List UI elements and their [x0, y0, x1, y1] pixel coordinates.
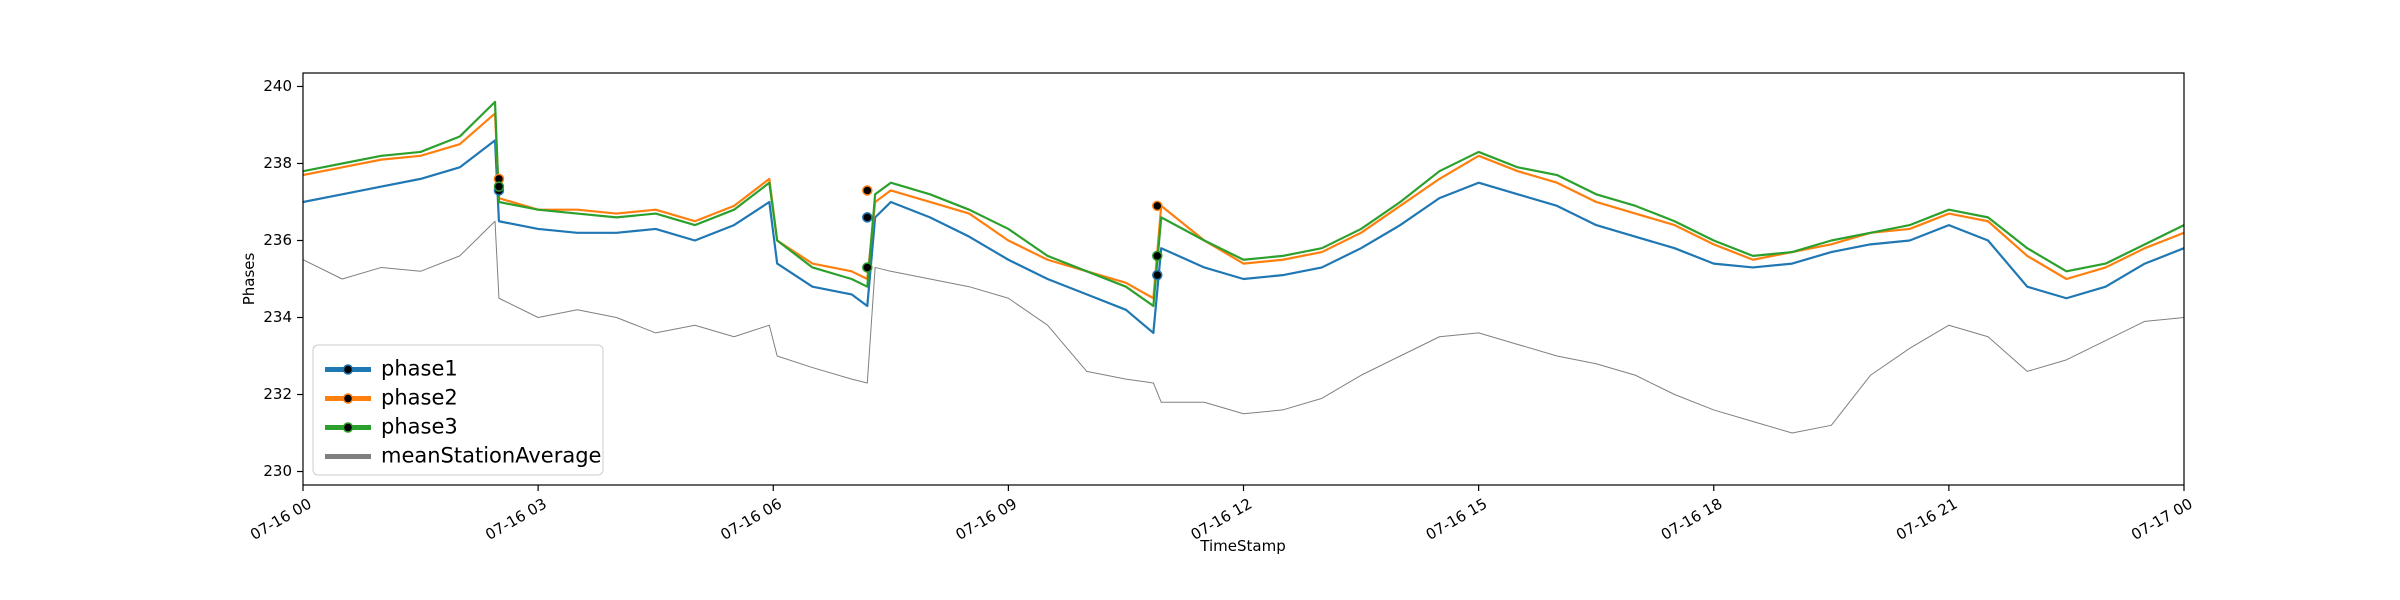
series-line — [303, 139, 2184, 335]
x-tick-label: 07-16 06 — [717, 495, 784, 544]
anomaly-marker — [862, 212, 873, 223]
x-tick-label: 07-16 15 — [1423, 495, 1490, 544]
x-axis-label: TimeStamp — [1199, 537, 1285, 555]
y-tick-label: 230 — [263, 462, 292, 480]
x-tick-label: 07-16 03 — [482, 495, 549, 544]
x-tick-label: 07-16 00 — [247, 495, 314, 544]
legend-marker — [342, 393, 354, 404]
anomaly-marker — [1152, 250, 1163, 262]
legend-label: phase1 — [381, 357, 458, 381]
anomaly-marker — [1152, 200, 1163, 212]
y-tick-label: 234 — [263, 308, 292, 326]
series-line — [303, 100, 2184, 308]
y-tick-label: 232 — [263, 385, 292, 403]
legend-label: meanStationAverage — [381, 444, 601, 468]
series-line — [303, 112, 2184, 300]
anomaly-marker — [1152, 269, 1163, 281]
y-tick-label: 238 — [263, 154, 292, 172]
y-tick-label: 240 — [263, 77, 292, 95]
anomaly-marker — [862, 185, 873, 196]
x-tick-label: 07-17 00 — [2128, 495, 2195, 544]
anomaly-marker — [862, 262, 873, 273]
legend-marker — [342, 422, 354, 433]
plot — [303, 100, 2184, 434]
legend-marker — [342, 364, 354, 375]
x-tick-label: 07-16 18 — [1658, 495, 1725, 544]
legend-box — [312, 344, 604, 476]
y-axis-label: Phases — [240, 253, 258, 306]
plot-frame — [302, 72, 2185, 486]
y-tick-label: 236 — [263, 231, 292, 249]
legend-label: phase2 — [381, 386, 458, 410]
x-tick-label: 07-16 21 — [1893, 495, 1960, 544]
anomaly-marker — [493, 181, 505, 192]
x-tick-label: 07-16 09 — [953, 495, 1020, 544]
legend-label: phase3 — [381, 415, 458, 439]
series-line — [303, 220, 2184, 434]
